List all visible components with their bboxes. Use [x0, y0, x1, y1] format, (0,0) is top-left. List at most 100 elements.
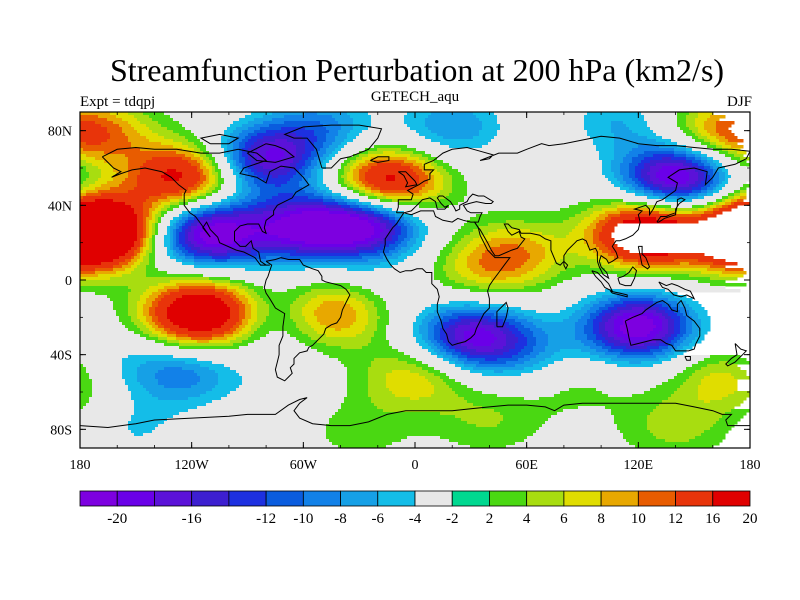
field-cell — [272, 112, 306, 116]
field-cell — [689, 175, 699, 179]
field-cell — [152, 250, 156, 254]
field-cell — [173, 232, 177, 236]
field-cell — [443, 265, 456, 269]
field-cell — [593, 229, 603, 233]
field-cell — [446, 349, 456, 353]
field-cell — [182, 211, 189, 215]
field-cell — [251, 187, 261, 191]
field-cell — [458, 253, 471, 257]
field-cell — [239, 325, 246, 329]
field-cell — [371, 340, 390, 344]
field-cell — [251, 160, 258, 164]
field-cell — [350, 289, 372, 293]
field-cell — [347, 268, 375, 272]
field-cell — [677, 124, 687, 128]
field-cell — [368, 169, 414, 173]
field-cell — [143, 307, 150, 311]
field-cell — [680, 331, 687, 335]
field-cell — [485, 358, 498, 362]
field-cell — [80, 442, 333, 446]
field-cell — [596, 334, 603, 338]
field-cell — [347, 370, 369, 374]
field-cell — [431, 139, 492, 143]
field-cell — [596, 244, 606, 248]
field-cell — [155, 265, 195, 269]
field-cell — [152, 244, 156, 248]
field-cell — [509, 313, 525, 317]
field-cell — [80, 205, 132, 209]
field-cell — [197, 181, 204, 185]
field-cell — [152, 238, 156, 242]
field-cell — [383, 151, 396, 155]
field-cell — [407, 250, 417, 254]
field-cell — [392, 391, 435, 395]
field-cell — [122, 127, 135, 131]
field-cell — [347, 133, 360, 137]
field-cell — [203, 169, 210, 173]
field-cell — [689, 313, 699, 317]
field-cell — [548, 337, 576, 341]
field-cell — [602, 340, 609, 344]
field-cell — [611, 121, 624, 125]
field-cell — [218, 205, 231, 209]
field-cell — [80, 310, 117, 314]
field-cell — [113, 301, 129, 305]
field-cell — [701, 142, 711, 146]
field-cell — [590, 352, 606, 356]
colorbar-box — [712, 490, 751, 507]
field-cell — [377, 319, 390, 323]
field-cell — [347, 211, 357, 215]
field-cell — [587, 226, 597, 230]
field-cell — [242, 124, 255, 128]
field-cell — [317, 151, 327, 155]
field-cell — [107, 139, 129, 143]
field-cell — [200, 175, 207, 179]
field-cell — [620, 298, 654, 302]
field-cell — [650, 412, 726, 416]
field-cell — [692, 325, 702, 329]
field-cell — [134, 406, 198, 410]
field-cell — [395, 178, 420, 182]
field-cell — [446, 343, 453, 347]
field-cell — [239, 175, 246, 179]
field-cell — [179, 346, 240, 350]
field-cell — [368, 370, 393, 374]
field-cell — [422, 367, 435, 371]
field-cell — [674, 331, 681, 335]
field-cell — [587, 295, 603, 299]
field-cell — [491, 238, 531, 242]
field-cell — [152, 325, 159, 329]
field-cell — [185, 238, 189, 242]
field-cell — [203, 244, 240, 248]
field-cell — [395, 214, 405, 218]
field-cell — [137, 265, 147, 269]
field-cell — [386, 382, 432, 386]
field-cell — [356, 247, 375, 251]
field-cell — [431, 163, 438, 167]
field-cell — [155, 376, 201, 380]
field-cell — [380, 190, 420, 194]
field-cell — [644, 391, 675, 395]
field-cell — [710, 115, 726, 119]
field-cell — [101, 142, 132, 146]
field-cell — [173, 253, 180, 257]
field-cell — [296, 250, 360, 254]
field-cell — [224, 334, 234, 338]
field-cell — [179, 343, 234, 347]
field-cell — [317, 178, 324, 182]
field-cell — [200, 217, 213, 221]
field-cell — [521, 274, 540, 278]
colorbar-box — [302, 490, 341, 507]
field-cell — [383, 298, 582, 302]
field-cell — [656, 163, 684, 167]
field-cell — [128, 310, 138, 314]
field-cell — [155, 214, 162, 218]
field-cell — [611, 124, 627, 128]
field-cell — [287, 172, 297, 176]
field-cell — [665, 352, 675, 356]
field-cell — [125, 133, 141, 137]
field-cell — [161, 202, 171, 206]
field-cell — [245, 310, 252, 314]
field-cell — [689, 310, 696, 314]
field-cell — [458, 355, 468, 359]
